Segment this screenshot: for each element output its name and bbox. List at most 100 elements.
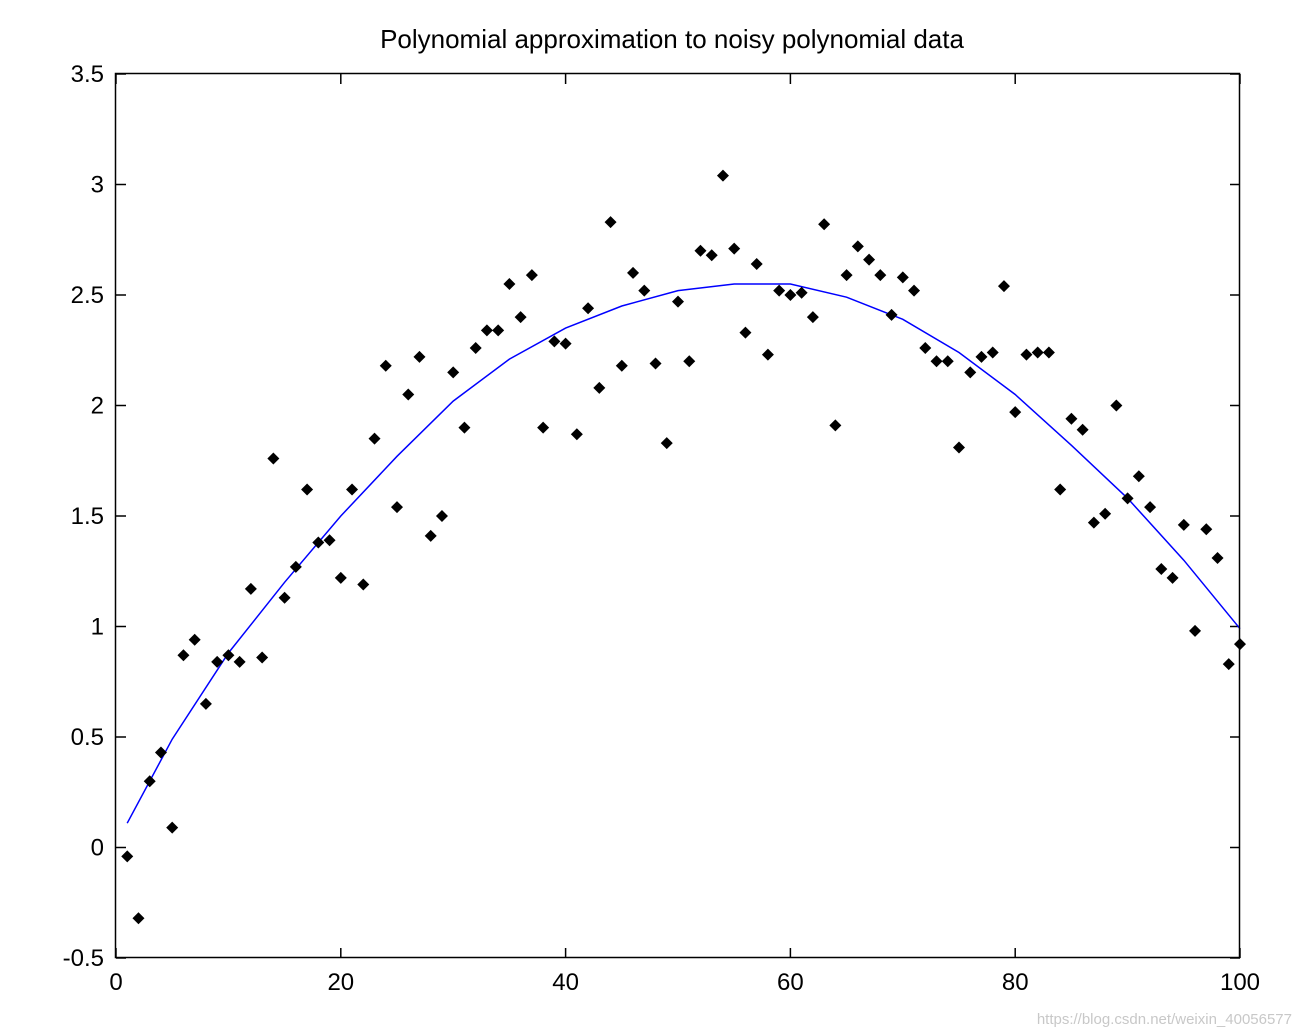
data-point (413, 350, 426, 363)
data-point (863, 253, 876, 266)
data-point (154, 746, 167, 759)
data-point (525, 269, 538, 282)
data-point (1166, 571, 1179, 584)
data-point (649, 357, 662, 370)
data-point (784, 289, 797, 301)
data-point (514, 311, 527, 324)
data-point (143, 775, 156, 788)
data-point (391, 501, 403, 514)
data-point (1189, 624, 1202, 637)
x-tick-label: 100 (1220, 969, 1260, 996)
data-point (705, 249, 718, 262)
data-point (986, 346, 999, 359)
y-tick-label: 1.5 (71, 503, 104, 530)
data-point (761, 348, 774, 361)
data-point (604, 216, 617, 229)
data-point (829, 419, 842, 432)
data-point (244, 582, 257, 595)
fit-curve (126, 283, 1241, 824)
data-point (289, 560, 302, 573)
data-point (424, 529, 437, 542)
data-point (964, 366, 977, 379)
data-point (1065, 412, 1078, 425)
data-point (728, 242, 741, 255)
data-point (312, 536, 325, 549)
data-point (211, 655, 224, 668)
data-point (469, 342, 482, 355)
data-point (795, 286, 808, 299)
data-point (1211, 551, 1224, 564)
data-point (267, 452, 280, 465)
data-point (896, 271, 909, 284)
data-point (1076, 423, 1089, 436)
data-point (435, 510, 448, 522)
data-point (1121, 492, 1134, 505)
data-point (1099, 507, 1112, 520)
data-point (638, 284, 651, 297)
x-tick-label: 60 (777, 969, 804, 996)
data-point (683, 355, 696, 368)
x-tick-label: 0 (109, 969, 122, 996)
data-point (537, 421, 550, 434)
data-point (379, 359, 392, 372)
data-point (615, 359, 628, 372)
data-point (1054, 483, 1067, 496)
data-point (559, 337, 572, 350)
data-point (885, 308, 898, 321)
data-point (1144, 501, 1157, 514)
y-tick-label: 2 (91, 393, 104, 420)
data-point (346, 483, 359, 496)
data-point (492, 324, 505, 337)
data-point (357, 578, 370, 591)
data-point (908, 284, 921, 297)
data-point (323, 534, 336, 547)
y-tick-label: 3.5 (71, 61, 104, 88)
data-point (402, 388, 415, 401)
data-point (716, 169, 729, 182)
data-point (1031, 346, 1044, 359)
y-tick-label: 3 (91, 172, 104, 199)
data-point (582, 302, 595, 315)
y-tick-label: 0 (91, 835, 104, 862)
data-point (672, 295, 684, 308)
data-point (570, 428, 583, 441)
data-point (1009, 406, 1022, 419)
data-points-layer (121, 169, 1246, 925)
data-point (1155, 563, 1168, 576)
data-point (941, 355, 954, 368)
data-point (930, 355, 943, 368)
data-point (1200, 523, 1213, 536)
watermark: https://blog.csdn.net/weixin_40056577 (1037, 1011, 1292, 1028)
data-point (806, 311, 819, 324)
data-point (503, 277, 516, 290)
y-tick-label: 1 (91, 614, 104, 641)
data-point (997, 280, 1010, 293)
data-point (278, 591, 291, 604)
data-point (233, 655, 246, 668)
data-point (874, 269, 887, 282)
chart-title: Polynomial approximation to noisy polyno… (380, 24, 964, 54)
data-point (256, 651, 269, 664)
data-point (177, 649, 190, 662)
data-point (1110, 399, 1123, 412)
data-point (188, 633, 201, 646)
x-tick-label: 20 (327, 969, 354, 996)
data-point (750, 258, 763, 271)
fit-curve-layer (126, 283, 1241, 824)
data-point (1087, 516, 1100, 529)
x-tick-label: 80 (1002, 969, 1029, 996)
data-point (627, 266, 640, 279)
data-point (548, 335, 561, 348)
y-tick-label: -0.5 (63, 945, 104, 972)
data-point (1177, 518, 1190, 531)
data-point (851, 240, 864, 253)
data-point (919, 342, 932, 355)
x-tick-label: 40 (552, 969, 579, 996)
data-point (840, 269, 853, 282)
y-tick-label: 2.5 (71, 282, 104, 309)
data-point (121, 850, 134, 863)
data-point (480, 324, 493, 337)
data-point (199, 697, 212, 710)
